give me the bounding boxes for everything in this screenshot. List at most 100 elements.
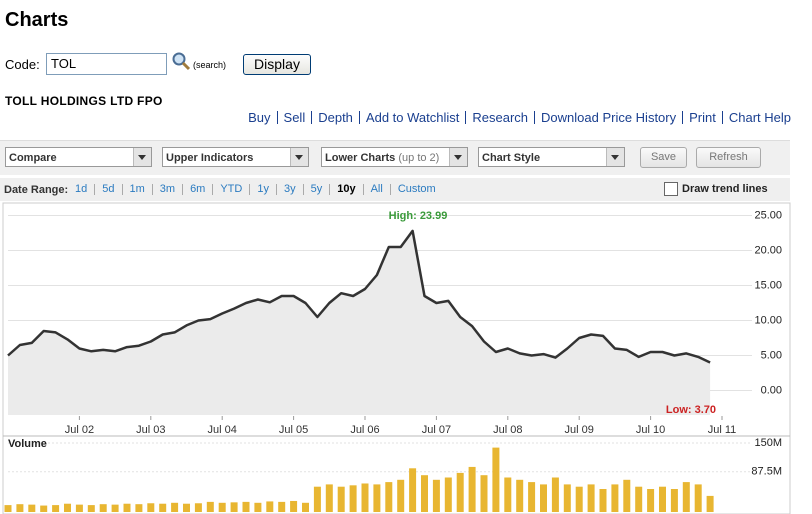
x-tick-label: Jul 02 (65, 424, 94, 436)
x-tick-label: Jul 05 (279, 424, 308, 436)
volume-bar (528, 482, 536, 512)
toolbar-button[interactable]: Refresh (696, 147, 761, 168)
search-link[interactable]: (search) (193, 60, 227, 70)
volume-bar (504, 477, 512, 512)
x-tick-label: Jul 10 (636, 424, 665, 436)
date-range-option[interactable]: 1d (68, 184, 96, 195)
volume-bar (135, 504, 143, 512)
x-tick-label: Jul 03 (136, 424, 165, 436)
volume-bar (432, 479, 440, 512)
date-range-option[interactable]: 1y (250, 184, 277, 195)
volume-bar (575, 486, 583, 512)
volume-bar (123, 503, 131, 512)
action-link[interactable]: Print (683, 111, 723, 124)
y-tick-label: 87.5M (751, 466, 782, 478)
y-tick-label: 20.00 (754, 244, 782, 256)
volume-bar (361, 483, 369, 512)
volume-bar (302, 502, 309, 512)
code-label: Code: (5, 57, 40, 72)
volume-bar (218, 502, 226, 512)
y-tick-label: 25.00 (754, 209, 782, 221)
volume-bar (397, 479, 405, 512)
volume-bar (635, 486, 643, 512)
volume-bar (313, 486, 321, 512)
volume-bar (40, 505, 48, 512)
date-range-option[interactable]: YTD (213, 184, 251, 195)
action-links: Buy Sell Depth Add to Watchlist Research Down… (242, 111, 791, 124)
volume-bar (16, 504, 24, 512)
action-link[interactable]: Depth (312, 111, 360, 124)
price-area (8, 230, 711, 415)
chart-frame (2, 202, 791, 514)
action-link[interactable]: Sell (278, 111, 313, 124)
volume-bar (349, 485, 357, 512)
dropdown-arrow (290, 148, 308, 166)
volume-bar (611, 484, 619, 512)
volume-bar (385, 482, 393, 512)
toolbar-button[interactable]: Save (640, 147, 687, 168)
date-range-option[interactable]: 10y (330, 184, 364, 195)
volume-bar (266, 501, 274, 512)
volume-bar (147, 503, 155, 512)
volume-bar (670, 489, 678, 512)
date-range-option[interactable]: 6m (183, 184, 214, 195)
dropdown[interactable]: Compare (5, 147, 152, 167)
security-name: TOLL HOLDINGS LTD FPO (5, 94, 163, 108)
action-link[interactable]: Research (466, 111, 536, 124)
volume-bar (28, 504, 36, 512)
dropdown[interactable]: Chart Style (478, 147, 625, 167)
y-tick-label: 0.00 (761, 384, 782, 396)
date-range-bar: Date Range: 1d 5d 1m 3m 6m YTD 1y 3y 5y 10y All Cus… (0, 178, 790, 201)
action-link[interactable]: Download Price History (535, 111, 684, 124)
volume-bar (337, 486, 345, 512)
volume-bar (599, 489, 607, 512)
volume-bar (290, 500, 298, 512)
action-link[interactable]: Add to Watchlist (360, 111, 467, 124)
x-tick-label: Jul 06 (350, 424, 379, 436)
action-link[interactable]: Chart Help (728, 110, 791, 125)
volume-bar (587, 484, 595, 512)
action-link[interactable]: Buy (242, 111, 278, 124)
date-range-option[interactable]: 1m (123, 184, 153, 195)
volume-bar (4, 505, 12, 512)
date-range-option[interactable]: All (364, 184, 391, 195)
toolbar: Compare Upper Indicators Lower Charts (up … (0, 140, 790, 175)
dropdown-label: Compare (9, 152, 57, 164)
code-input[interactable]: TOL (46, 53, 167, 75)
date-range-option[interactable]: 3y (277, 184, 304, 195)
search-icon[interactable] (171, 51, 191, 71)
volume-bar (694, 484, 702, 512)
date-range-option[interactable]: 5y (304, 184, 331, 195)
volume-bar (325, 484, 333, 512)
dropdown-hint: (up to 2) (398, 152, 440, 164)
date-range-option[interactable]: Custom (397, 183, 436, 195)
volume-bar (75, 504, 83, 512)
annotation: Low: 3.70 (666, 404, 716, 416)
x-tick-label: Jul 04 (208, 424, 237, 436)
volume-bar (623, 479, 631, 512)
display-button[interactable]: Display (243, 54, 311, 75)
date-range-option[interactable]: 3m (153, 184, 184, 195)
volume-bar (242, 501, 250, 512)
trend-label: Draw trend lines (682, 183, 768, 195)
trend-checkbox[interactable] (664, 182, 678, 196)
x-tick-label: Jul 07 (422, 424, 451, 436)
page-title: Charts (5, 9, 69, 31)
volume-bar (706, 495, 714, 512)
dropdown[interactable]: Lower Charts (up to 2) (321, 147, 468, 167)
dropdown-arrow (606, 148, 624, 166)
y-tick-label: 150M (754, 437, 782, 449)
dropdown-label: Lower Charts (325, 152, 396, 164)
dropdown[interactable]: Upper Indicators (162, 147, 309, 167)
date-range-option[interactable]: 5d (95, 184, 123, 195)
dropdown-label: Upper Indicators (166, 152, 254, 164)
volume-bar (516, 479, 524, 512)
volume-bar (468, 466, 476, 512)
volume-bar (278, 501, 286, 512)
x-tick-label: Jul 08 (493, 424, 522, 436)
y-tick-label: 10.00 (754, 314, 782, 326)
volume-bar (87, 505, 95, 512)
volume-bar (183, 503, 190, 512)
